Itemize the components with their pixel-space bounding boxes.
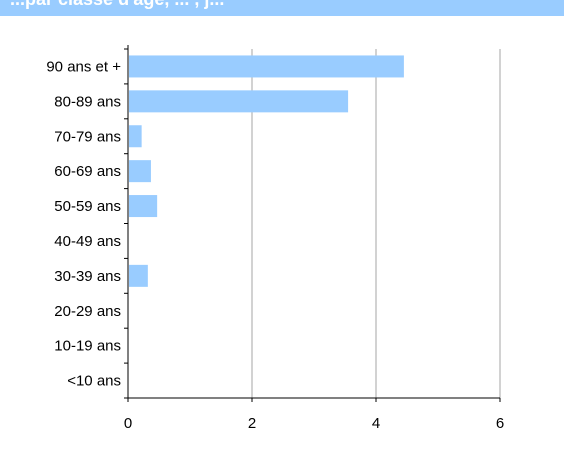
x-tick-label: 6 <box>496 415 504 432</box>
category-label: 30-39 ans <box>54 268 121 285</box>
chart-title: ...par classe d'âge, ... , j... <box>10 0 224 10</box>
category-label: 20-29 ans <box>54 303 121 320</box>
x-tick-labels: 0 2 4 6 <box>124 415 504 432</box>
bar <box>129 125 142 148</box>
axes <box>124 45 501 402</box>
bar <box>129 90 349 113</box>
x-tick-label: 0 <box>124 415 132 432</box>
category-labels: 90 ans et + 80-89 ans 70-79 ans 60-69 ans 50… <box>46 58 121 389</box>
x-tick-label: 4 <box>372 415 380 432</box>
category-label: 90 ans et + <box>46 58 121 75</box>
category-label: 60-69 ans <box>54 163 121 180</box>
bar <box>129 264 148 287</box>
bars <box>129 55 404 287</box>
x-tick-label: 2 <box>248 415 256 432</box>
category-label: 70-79 ans <box>54 128 121 145</box>
bar <box>129 195 158 218</box>
category-label: 80-89 ans <box>54 93 121 110</box>
bar <box>129 55 404 78</box>
title-bar: ...par classe d'âge, ... , j... <box>0 0 564 16</box>
category-label: 50-59 ans <box>54 198 121 215</box>
category-label: 10-19 ans <box>54 338 121 355</box>
bar <box>129 160 151 183</box>
category-label: <10 ans <box>67 373 121 390</box>
category-label: 40-49 ans <box>54 233 121 250</box>
